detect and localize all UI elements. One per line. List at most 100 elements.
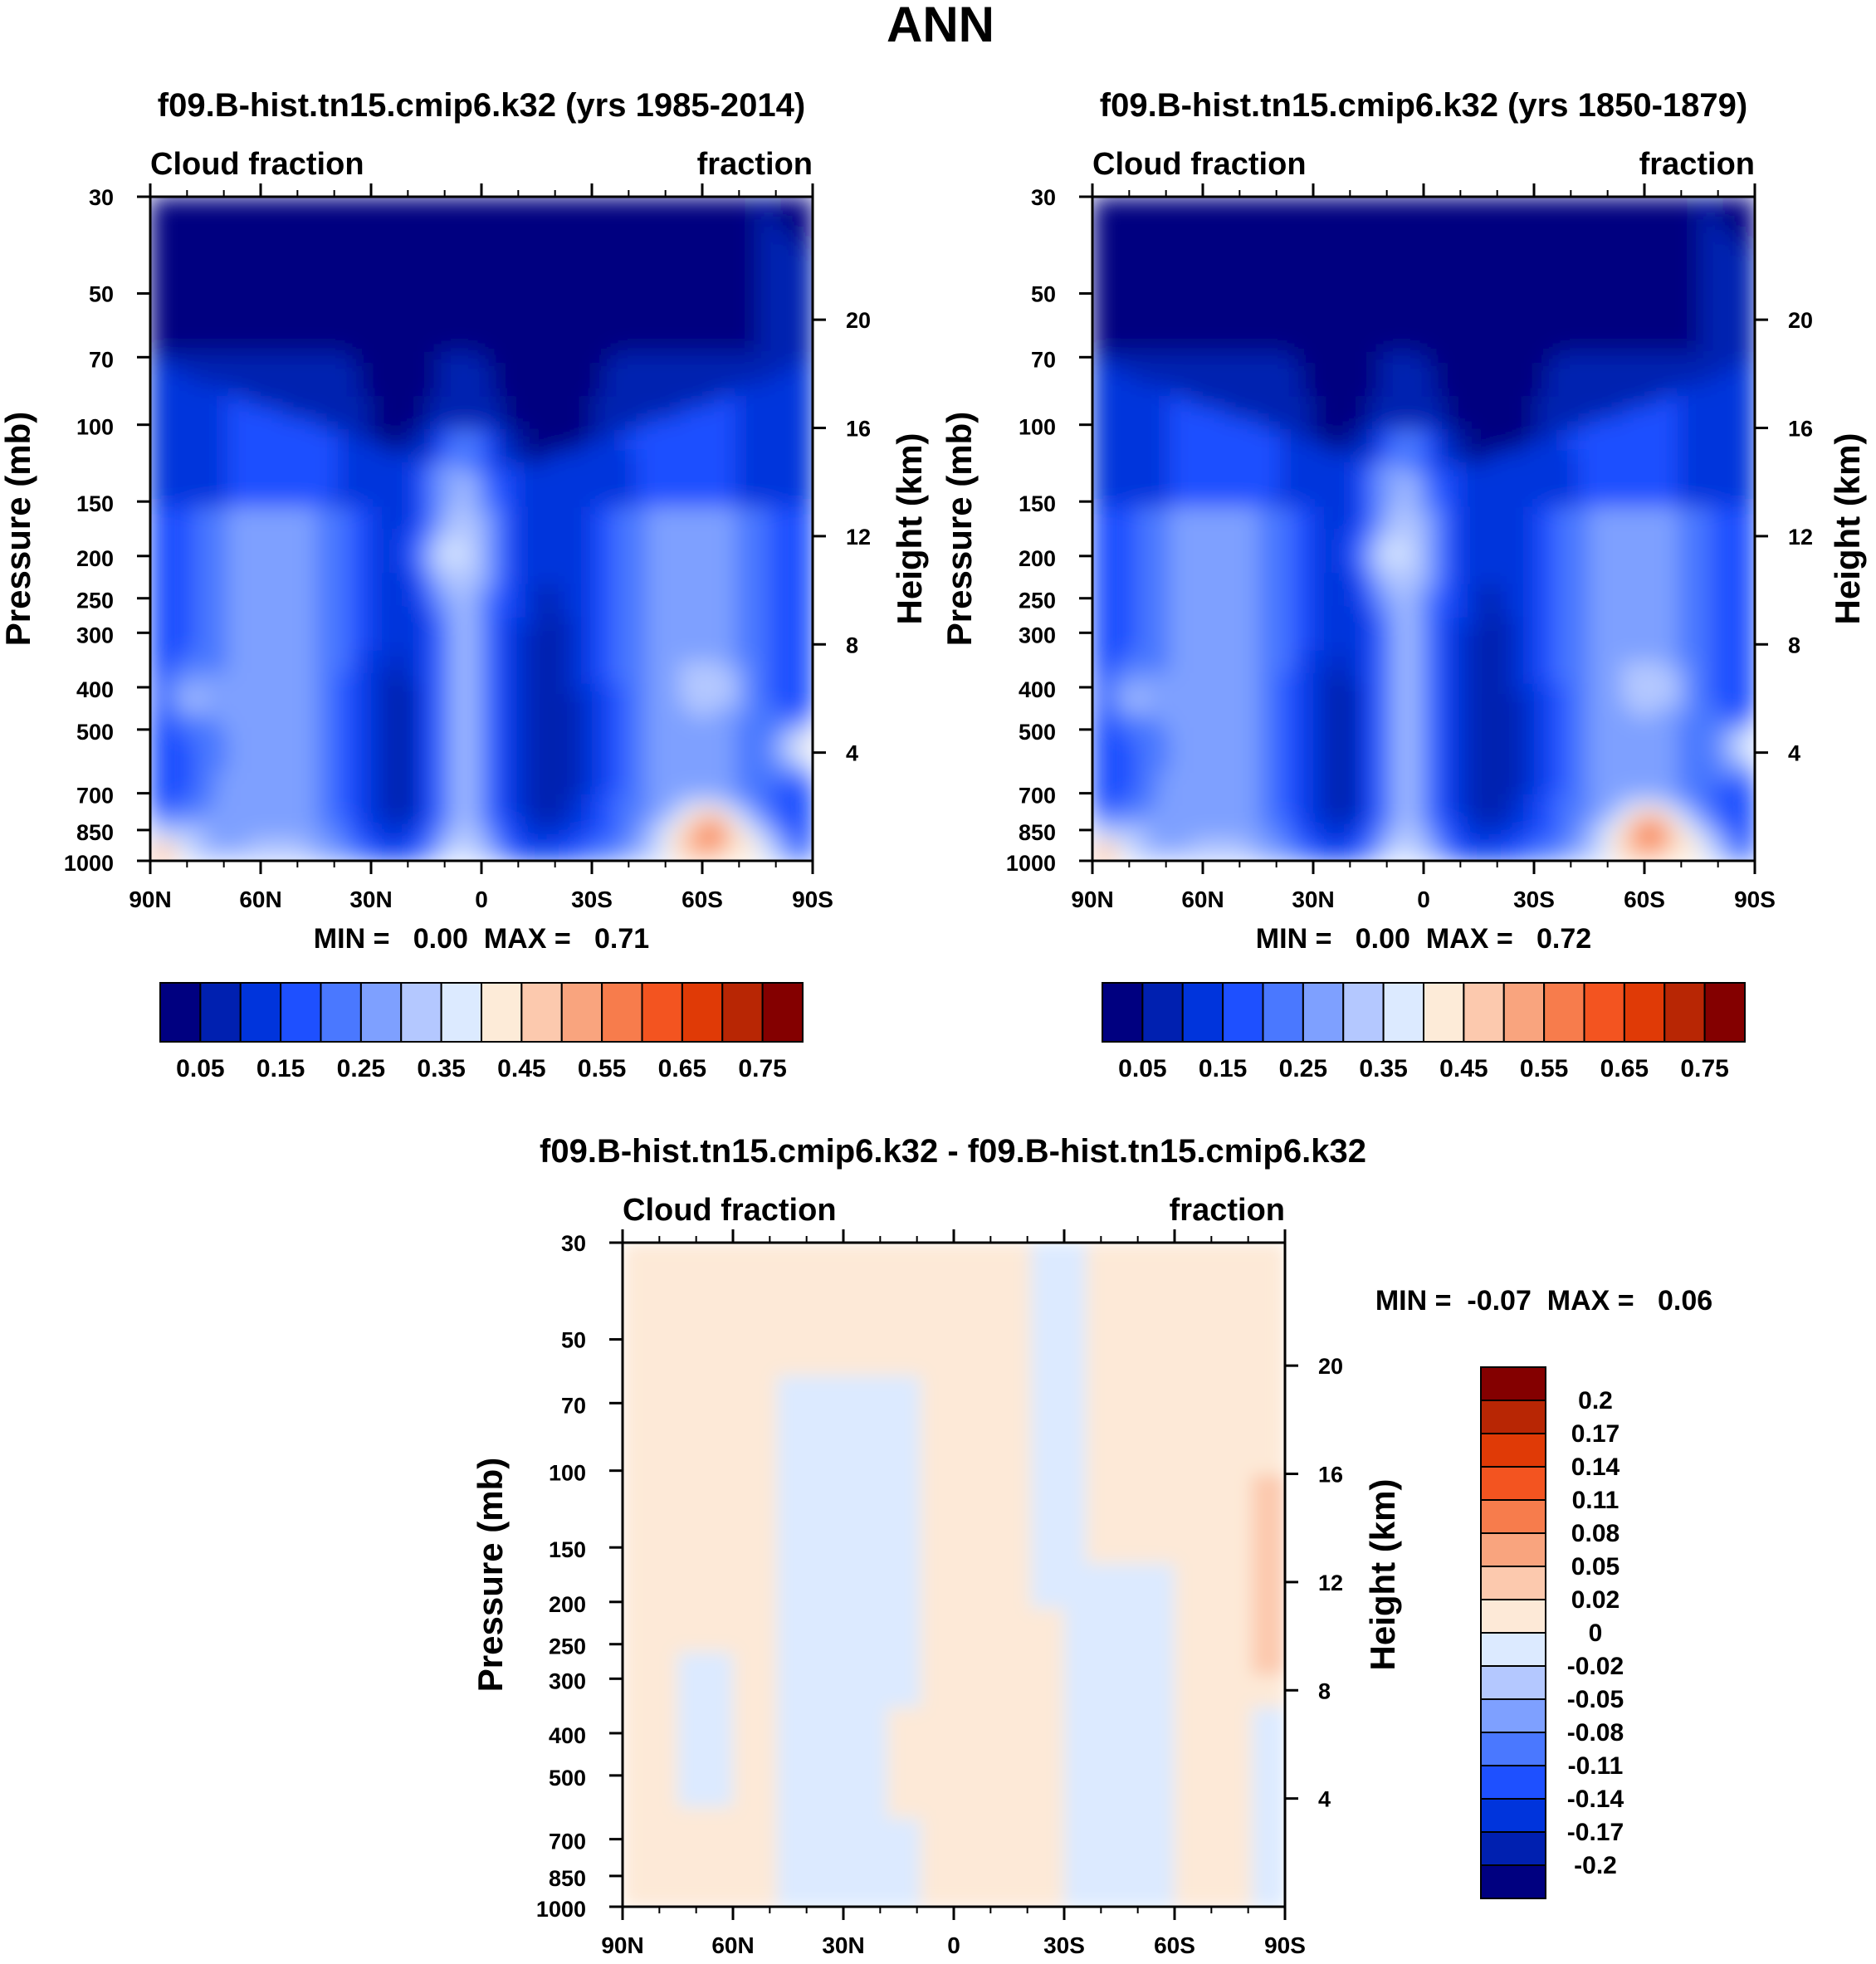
contour-cell — [150, 285, 163, 297]
contour-cell — [1268, 241, 1282, 253]
contour-cell — [403, 230, 417, 242]
contour-cell — [338, 285, 350, 297]
contour-cell — [1313, 606, 1326, 618]
contour-cell — [481, 639, 494, 652]
contour-cell — [238, 374, 251, 386]
contour-cell — [559, 363, 571, 375]
contour-cell — [1191, 540, 1204, 552]
contour-cell — [161, 218, 173, 231]
contour-cell — [1170, 418, 1182, 430]
contour-cell — [293, 529, 306, 541]
contour-cell — [1203, 650, 1215, 662]
contour-cell — [459, 628, 471, 641]
contour-cell — [1258, 828, 1270, 840]
contour-cell — [1170, 639, 1182, 652]
contour-cell — [249, 451, 261, 463]
contour-cell — [1258, 706, 1270, 718]
contour-cell — [746, 816, 759, 828]
contour-cell — [702, 330, 715, 342]
contour-cell — [1247, 208, 1259, 220]
contour-cell — [161, 296, 173, 309]
contour-cell — [1268, 407, 1282, 419]
contour-cell — [227, 263, 240, 276]
contour-cell — [403, 639, 417, 652]
contour-cell — [1268, 584, 1282, 596]
contour-cell — [525, 274, 538, 286]
contour-cell — [382, 318, 394, 330]
contour-cell — [592, 263, 604, 276]
contour-cell — [470, 816, 482, 828]
contour-cell — [150, 440, 163, 452]
min-max-stats: MIN = 0.00 MAX = 0.71 — [314, 923, 649, 955]
contour-cell — [349, 218, 361, 231]
contour-cell — [426, 506, 438, 519]
contour-cell — [415, 506, 427, 519]
contour-cell — [205, 263, 217, 276]
contour-cell — [735, 517, 748, 530]
contour-cell — [647, 573, 659, 585]
contour-cell — [603, 418, 615, 430]
contour-cell — [1313, 562, 1326, 574]
contour-cell — [724, 628, 736, 641]
contour-cell — [1180, 573, 1193, 585]
contour-cell — [1180, 451, 1193, 463]
contour-cell — [338, 838, 350, 851]
contour-cell — [1302, 573, 1314, 585]
contour-cell — [1247, 340, 1259, 353]
contour-cell — [691, 263, 703, 276]
contour-cell — [382, 706, 394, 718]
contour-cell — [514, 252, 527, 264]
contour-cell — [326, 783, 340, 795]
contour-cell — [150, 517, 163, 530]
contour-cell — [338, 274, 350, 286]
contour-cell — [1158, 639, 1171, 652]
contour-cell — [603, 683, 615, 696]
contour-cell — [801, 451, 813, 463]
contour-cell — [1180, 429, 1193, 442]
contour-cell — [403, 573, 417, 585]
contour-cell — [172, 252, 184, 264]
contour-cell — [1291, 208, 1303, 220]
contour-cell — [1247, 606, 1259, 618]
contour-cell — [492, 772, 505, 784]
contour-cell — [713, 750, 725, 762]
contour-cell — [1180, 772, 1193, 784]
contour-cell — [261, 695, 273, 707]
contour-cell — [1247, 241, 1259, 253]
contour-cell — [1103, 750, 1116, 762]
contour-cell — [238, 208, 251, 220]
contour-cell — [1302, 440, 1314, 452]
contour-cell — [227, 396, 240, 408]
contour-cell — [1280, 794, 1292, 807]
contour-cell — [1313, 396, 1326, 408]
contour-cell — [393, 330, 405, 342]
contour-cell — [205, 595, 217, 608]
contour-cell — [238, 849, 251, 861]
contour-cell — [150, 451, 163, 463]
contour-cell — [1136, 418, 1149, 430]
contour-cell — [657, 750, 671, 762]
contour-cell — [1147, 274, 1160, 286]
contour-cell — [746, 517, 759, 530]
contour-cell — [205, 407, 217, 419]
contour-cell — [359, 761, 372, 774]
contour-cell — [702, 340, 715, 353]
contour-cell — [161, 783, 173, 795]
contour-cell — [271, 584, 284, 596]
contour-cell — [1092, 384, 1105, 397]
contour-cell — [1214, 318, 1226, 330]
contour-cell — [261, 550, 273, 563]
contour-cell — [1280, 650, 1292, 662]
contour-cell — [525, 728, 538, 740]
contour-cell — [569, 628, 582, 641]
contour-cell — [569, 407, 582, 419]
contour-cell — [1180, 218, 1193, 231]
contour-cell — [183, 496, 196, 508]
y-tick-label: 850 — [76, 820, 114, 845]
contour-cell — [1092, 650, 1105, 662]
contour-cell — [315, 473, 328, 486]
contour-cell — [1158, 307, 1171, 320]
contour-cell — [1158, 496, 1171, 508]
contour-cell — [437, 728, 450, 740]
contour-cell — [1158, 374, 1171, 386]
